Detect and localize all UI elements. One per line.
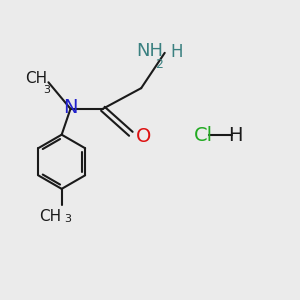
Text: 3: 3 xyxy=(64,214,72,224)
Text: O: O xyxy=(136,127,152,146)
Text: Cl: Cl xyxy=(194,126,213,145)
Text: H: H xyxy=(228,126,243,145)
Text: 3: 3 xyxy=(44,85,50,94)
Text: N: N xyxy=(63,98,78,117)
Text: CH: CH xyxy=(40,209,62,224)
Text: NH: NH xyxy=(136,42,163,60)
Text: H: H xyxy=(171,43,183,61)
Text: 2: 2 xyxy=(155,58,163,71)
Text: CH: CH xyxy=(25,71,47,86)
